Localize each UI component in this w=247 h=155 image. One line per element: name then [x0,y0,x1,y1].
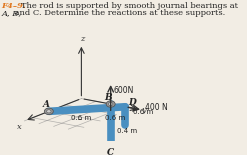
Text: and C. Determine the reactions at these supports.: and C. Determine the reactions at these … [12,9,226,17]
Text: x: x [17,123,22,131]
Text: F4–9.: F4–9. [2,2,26,10]
Text: z: z [80,35,84,43]
Ellipse shape [108,148,113,151]
Ellipse shape [106,146,115,153]
Text: C: C [107,148,114,155]
Ellipse shape [106,101,115,107]
Text: 0.6 m: 0.6 m [105,115,125,122]
Ellipse shape [108,102,113,106]
Text: A: A [42,100,49,109]
Text: 0.4 m: 0.4 m [117,128,137,134]
Text: The rod is supported by smooth journal bearings at: The rod is supported by smooth journal b… [13,2,238,10]
Text: 0.6 m: 0.6 m [133,109,153,115]
Text: B: B [104,93,112,102]
Text: D: D [128,98,136,107]
Text: y: y [142,106,146,113]
Text: 0.6 m: 0.6 m [71,115,91,122]
Ellipse shape [44,108,53,115]
Text: 400 N: 400 N [145,103,168,112]
Text: A, B,: A, B, [2,9,22,17]
Text: 600N: 600N [114,86,134,95]
Ellipse shape [47,110,51,113]
